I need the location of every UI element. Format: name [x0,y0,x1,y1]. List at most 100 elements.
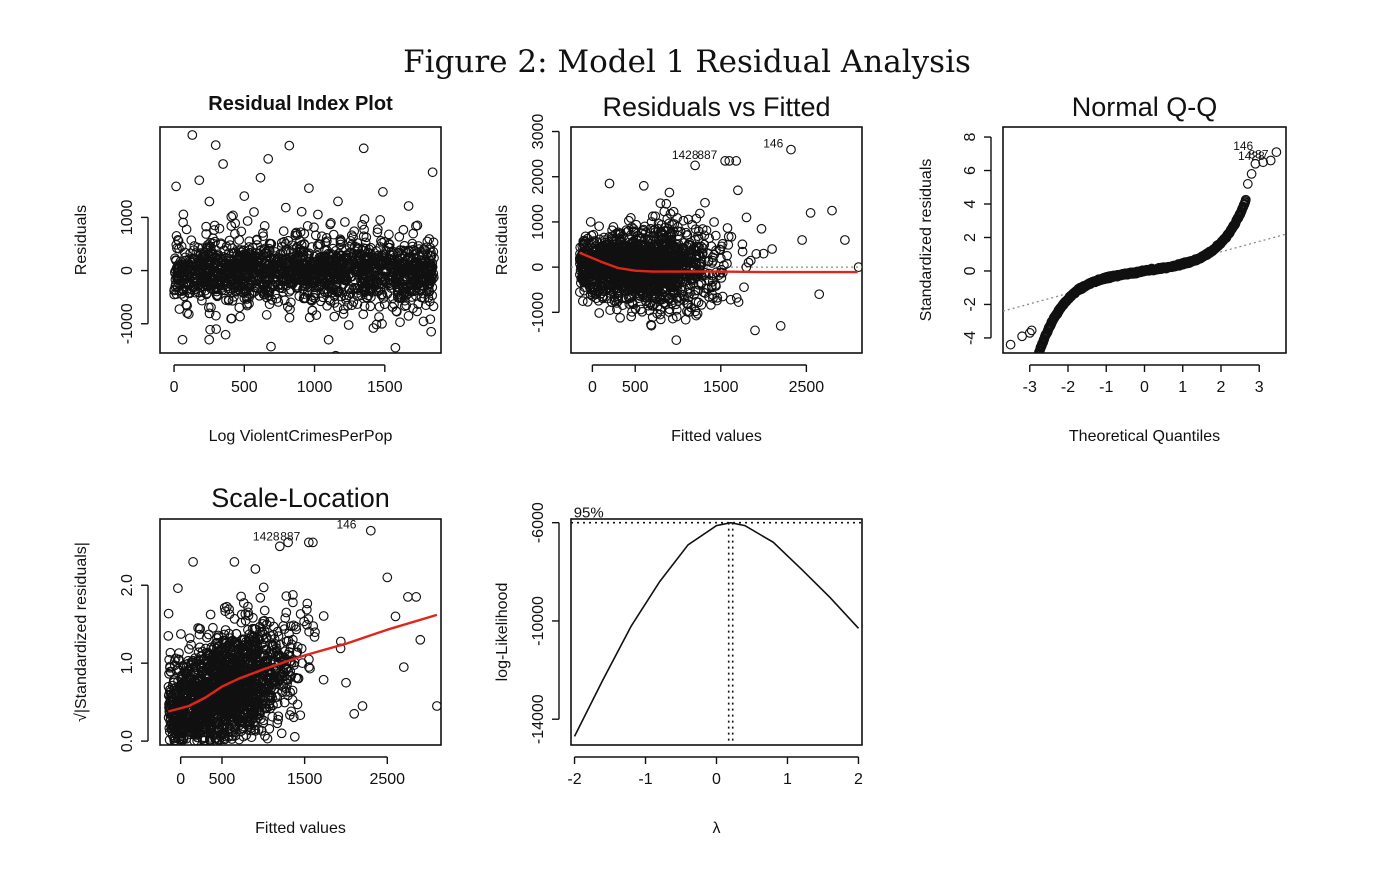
p1-point [327,283,338,294]
p1-point [372,227,383,238]
p2-point [646,320,657,331]
p1-point [393,254,404,265]
p2-point [677,286,688,296]
p2-point [645,235,656,246]
p1-point [205,324,215,335]
p1-point [287,254,297,265]
p1-point [203,264,214,274]
p2-point [667,254,678,264]
p2-point [626,292,637,303]
p2-point [581,272,592,283]
p2-point [668,295,678,305]
p1-point [313,209,323,220]
p1-x-axis-label: Log ViolentCrimesPerPop [209,428,393,445]
p2-point [590,283,600,293]
p1-point [424,234,435,244]
p1-point [278,226,289,236]
p1-point [378,274,389,285]
p2-point [605,239,616,250]
p1-point [259,221,270,231]
p1-outlier-point [426,326,437,337]
p1-point [234,235,245,245]
p1-point [349,226,360,237]
p2-point [629,245,640,256]
p1-point [258,231,269,242]
p1-outlier-point [187,130,198,140]
p2-point [605,305,615,315]
p2-point [707,282,717,293]
p1-point [296,206,307,217]
p1-outlier-point [284,140,295,151]
p1-point [366,292,376,302]
p1-y-tick-label: -1000 [119,303,136,344]
p1-outlier-point [377,318,387,329]
p2-outlier-point [827,205,837,216]
p2-y-tick-label: 2000 [530,159,547,195]
p1-point [352,238,363,248]
p1-point [425,259,436,269]
p2-x-tick-label: 1500 [703,379,739,396]
p1-point [209,265,220,276]
p2-point [592,266,603,277]
p2-point [686,256,697,267]
p1-point [425,314,436,325]
p2-point [626,311,637,322]
p1-point [210,140,221,150]
p3-outlier-point [1258,157,1268,168]
p1-point [258,267,269,278]
p1-point [384,229,394,240]
p2-point [659,248,669,258]
p1-point [368,323,379,333]
p1-point [272,281,283,291]
p2-point [704,233,715,244]
p1-point [372,224,383,235]
p1-point [228,210,238,221]
p1-point [195,291,206,301]
p1-point [172,243,182,254]
p2-point [722,223,733,233]
p2-point [671,311,682,322]
p1-outlier-point [358,143,369,154]
p2-outlier-point [741,212,752,223]
p1-point [338,309,349,319]
p3-point [1031,362,1040,371]
p1-point [204,196,215,207]
p1-point [353,250,364,260]
p1-point [337,256,347,267]
p2-point [659,257,669,268]
p1-point [236,226,247,237]
p1-point [215,280,225,291]
p2-point [655,198,666,209]
p2-point [623,226,634,236]
p3-plot-frame [1002,126,1287,354]
p1-point [226,221,237,231]
p1-point [326,272,336,282]
p2-point [645,275,655,285]
p1-point [398,282,409,292]
p2-point [733,297,744,307]
p2-point [699,239,710,250]
p2-point [707,276,718,287]
p1-point [358,309,369,320]
p1-point [331,350,340,353]
p2-point [652,308,663,319]
p4-marks [163,525,441,745]
p1-point [273,253,283,264]
p1-point [415,285,425,296]
p2-point [575,253,585,264]
p2-point [636,228,647,239]
p2-point [610,282,620,293]
p1-point [238,273,248,284]
p2-point [695,208,705,219]
p1-point [373,258,383,269]
p2-point [690,224,701,235]
p4-point [260,731,270,741]
p4-point [164,668,174,679]
p1-point [230,229,240,239]
p4-point [292,699,303,710]
p1-point [244,242,254,252]
p1-point [223,260,233,271]
p3-outlier-point [1250,158,1261,169]
